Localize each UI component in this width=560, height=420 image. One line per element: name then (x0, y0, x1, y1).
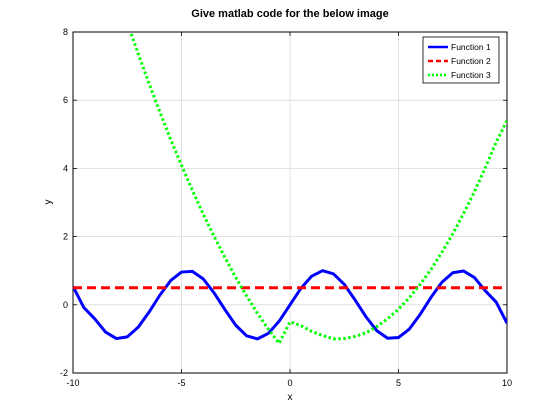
x-tick-label: -5 (177, 378, 185, 388)
series-layer (73, 32, 507, 345)
series-line-function-3 (129, 32, 507, 345)
y-tick-label: 6 (63, 95, 68, 105)
y-tick-label: 2 (63, 232, 68, 242)
legend-label-function-2: Function 2 (451, 56, 491, 66)
legend-label-function-1: Function 1 (451, 42, 491, 52)
x-axis: -10 -5 0 5 10 (66, 32, 512, 388)
x-axis-label: x (288, 392, 293, 403)
y-axis-label: y (43, 200, 54, 205)
chart-title: Give matlab code for the below image (191, 8, 388, 20)
y-tick-label: 4 (63, 163, 68, 173)
y-tick-label: 0 (63, 300, 68, 310)
legend-label-function-3: Function 3 (451, 70, 491, 80)
y-tick-label: -2 (60, 368, 68, 378)
x-tick-label: 0 (287, 378, 292, 388)
legend-box (422, 36, 500, 84)
x-tick-label: 10 (502, 378, 512, 388)
y-tick-label: 8 (63, 27, 68, 37)
legend: Function 1 Function 2 Function 3 (422, 36, 500, 84)
series-line-function-1 (73, 269, 507, 341)
x-tick-label: 5 (396, 378, 401, 388)
y-axis: -2 0 2 4 6 8 (60, 27, 507, 378)
x-tick-label: -10 (66, 378, 79, 388)
